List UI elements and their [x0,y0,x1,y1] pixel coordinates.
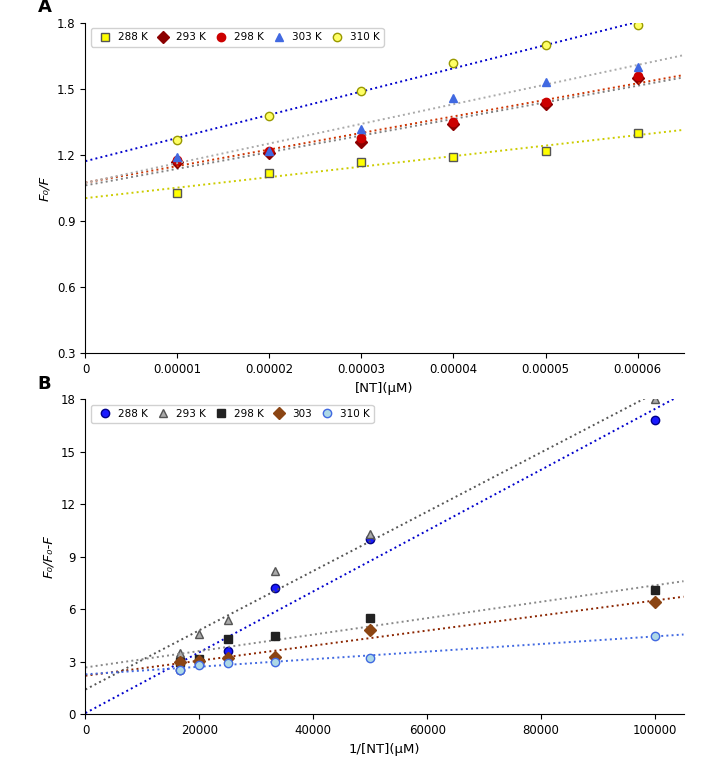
Text: A: A [38,0,51,16]
X-axis label: [NT](μM): [NT](μM) [355,382,414,395]
Legend: 288 K, 293 K, 298 K, 303 K, 310 K: 288 K, 293 K, 298 K, 303 K, 310 K [90,28,384,47]
Legend: 288 K, 293 K, 298 K, 303, 310 K: 288 K, 293 K, 298 K, 303, 310 K [90,405,374,423]
X-axis label: 1/[NT](μM): 1/[NT](μM) [349,743,420,756]
Text: B: B [38,375,51,393]
Y-axis label: F₀/F₀-F: F₀/F₀-F [42,535,55,578]
Y-axis label: F₀/F: F₀/F [38,176,51,200]
